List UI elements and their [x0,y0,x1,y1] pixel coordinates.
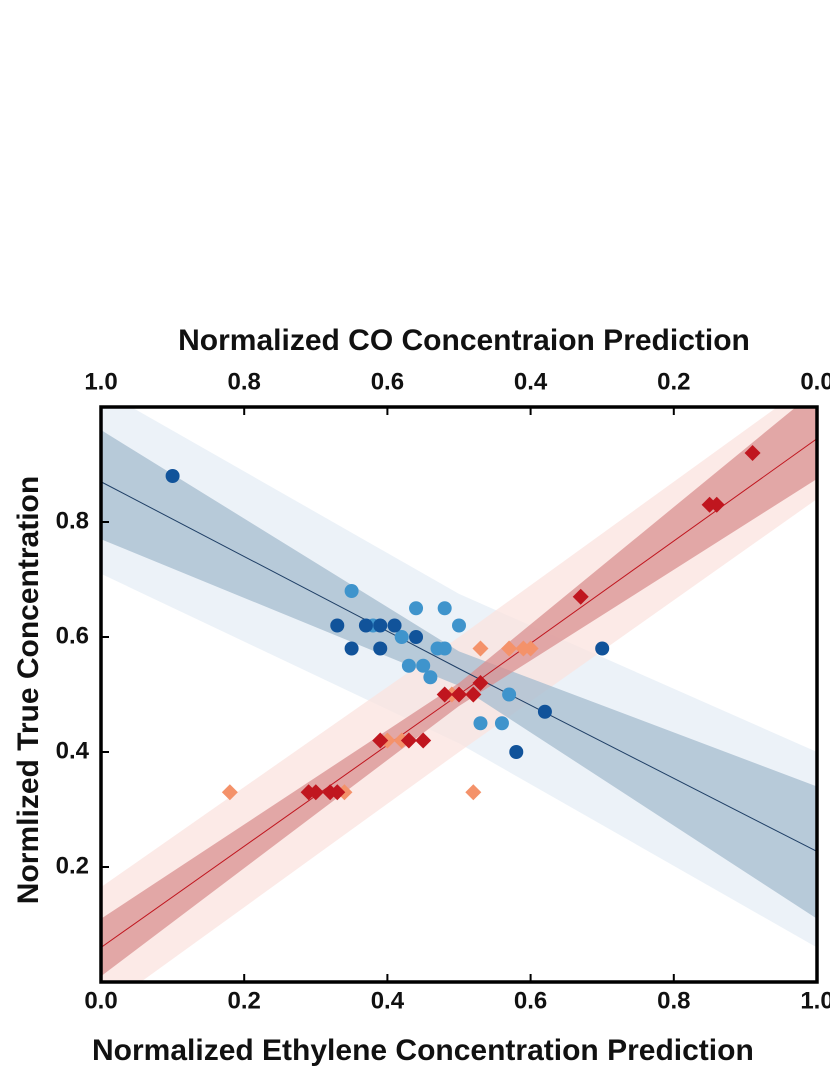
marks [165,445,761,801]
x2-axis-label: Normalized CO Concentraion Prediction [178,324,750,357]
x-tick-label: 0.8 [657,987,690,1014]
diamond-point [501,640,518,657]
diamond-point [372,732,389,749]
circle-point [358,618,373,633]
y-axis-label: Normlized True Concentration [12,476,45,904]
circle-point [409,601,424,616]
x2-tick-label: 0.4 [514,368,548,395]
circle-point [437,641,452,656]
diamond-point [465,784,482,801]
circle-point [344,584,359,598]
circle-point [409,630,424,644]
y-tick-label: 0.6 [56,622,89,649]
circle-point [330,618,345,633]
x2-tick-label: 0.0 [800,368,830,395]
x2-tick-label: 1.0 [84,368,117,395]
diamond-point [436,686,453,703]
confidence-band [101,430,817,919]
circle-point [373,641,388,656]
circle-point [373,618,388,633]
circle-point [452,618,466,633]
circle-point [387,618,402,633]
diamond-point [465,686,482,703]
x-axis-label: Normalized Ethylene Concentration Predic… [92,1034,754,1067]
circle-point [595,641,610,656]
x-tick-label: 0.2 [228,987,261,1014]
y-tick-label: 0.4 [56,737,90,764]
x2-tick-label: 0.8 [228,368,261,395]
circle-point [401,658,416,673]
x-tick-label: 0.6 [514,987,547,1014]
fit-line [101,481,817,852]
y-tick-label: 0.8 [56,507,89,534]
diamond-point [221,784,238,801]
circle-point [165,469,180,483]
x2-tick-label: 0.2 [657,368,690,395]
diamond-point [415,732,432,749]
diamond-point [451,686,467,703]
diamond-point [572,588,589,605]
x-tick-label: 0.0 [84,987,117,1014]
plot-frame [99,405,819,984]
diamond-point [744,445,761,461]
diamond-point [472,640,489,657]
circle-point [437,601,452,616]
x2-tick-label: 0.6 [371,368,404,395]
diamond-point [472,675,489,691]
diamond-point [708,496,725,513]
x-tick-label: 0.4 [371,987,405,1014]
circle-point [344,641,359,656]
diamond-point [329,784,346,801]
circle-point [416,658,431,673]
circle-point [537,704,552,719]
x-tick-label: 1.0 [800,987,830,1014]
circle-point [423,670,438,685]
circle-point [473,716,488,731]
circle-point [494,716,509,731]
y-tick-label: 0.2 [56,852,89,879]
circle-point [394,630,409,644]
circle-point [502,687,517,702]
diamond-point [522,640,539,657]
diamond-point [307,784,324,801]
diamond-point [400,732,417,749]
circle-point [509,745,524,759]
